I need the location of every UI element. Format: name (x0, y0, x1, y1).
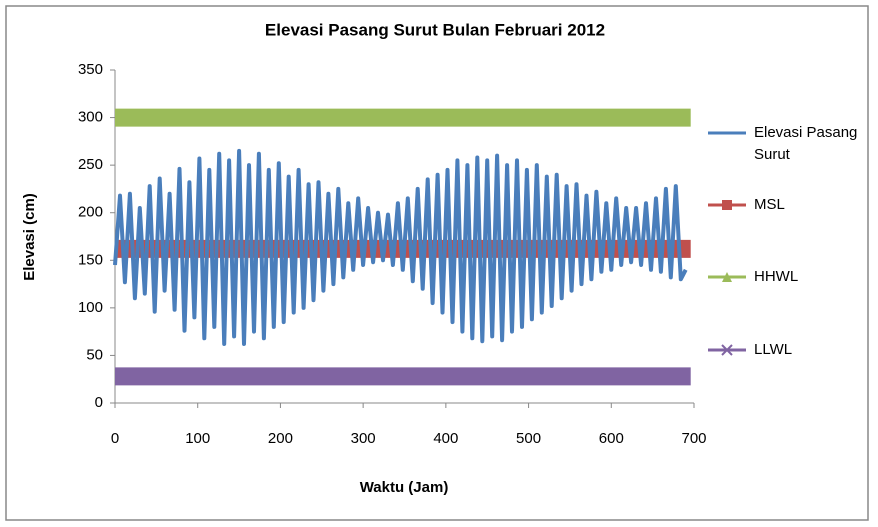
legend-label-line: Elevasi Pasang (754, 124, 857, 141)
legend-label: HHWL (754, 268, 798, 285)
x-tick-label: 600 (599, 430, 624, 447)
y-tick-label: 0 (95, 394, 103, 411)
x-tick-label: 400 (433, 430, 458, 447)
legend-label-line: Surut (754, 146, 791, 163)
y-tick-label: 300 (78, 109, 103, 126)
x-tick-label: 500 (516, 430, 541, 447)
legend-label: Elevasi Pasang Surut (754, 124, 857, 163)
y-axis-label: Elevasi (cm) (21, 193, 38, 281)
legend-label: LLWL (754, 341, 792, 358)
data-line (113, 148, 688, 346)
legend-marker (722, 272, 732, 282)
legend-marker (722, 200, 732, 210)
y-tick-label: 200 (78, 204, 103, 221)
x-axis-label: Waktu (Jam) (360, 479, 449, 496)
y-tick-label: 350 (78, 61, 103, 78)
y-tick-label: 150 (78, 251, 103, 268)
y-tick-label: 50 (86, 346, 103, 363)
legend-label: MSL (754, 196, 785, 213)
chart-title: Elevasi Pasang Surut Bulan Februari 2012 (265, 20, 605, 39)
y-tick-label: 100 (78, 299, 103, 316)
chart-border (5, 5, 869, 521)
legend-marker (721, 344, 733, 356)
x-tick-label: 700 (681, 430, 706, 447)
y-tick-label: 250 (78, 156, 103, 173)
x-tick-label: 200 (268, 430, 293, 447)
x-tick-label: 0 (111, 430, 119, 447)
x-tick-label: 100 (185, 430, 210, 447)
x-tick-label: 300 (351, 430, 376, 447)
